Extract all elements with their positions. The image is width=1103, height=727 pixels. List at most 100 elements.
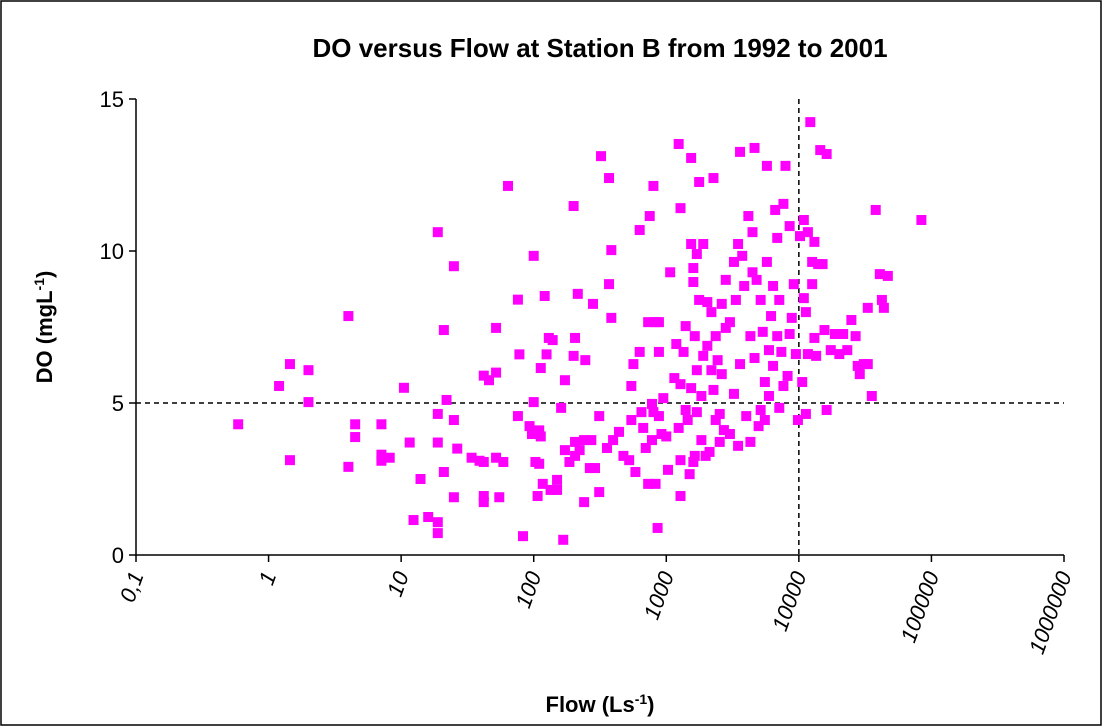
point <box>761 160 772 171</box>
point <box>809 236 820 247</box>
point <box>648 407 659 418</box>
point <box>274 380 285 391</box>
point <box>876 294 887 305</box>
point <box>596 151 607 162</box>
point <box>558 534 569 545</box>
point <box>586 435 597 446</box>
point <box>768 280 779 291</box>
point <box>766 311 777 322</box>
point <box>343 311 354 322</box>
y-axis-label-sup: -1 <box>31 278 47 291</box>
point <box>834 349 845 360</box>
point <box>682 415 693 426</box>
point <box>671 339 682 350</box>
point <box>680 404 691 415</box>
point <box>698 350 709 361</box>
point <box>408 515 419 526</box>
point <box>720 274 731 285</box>
point <box>376 455 387 466</box>
point <box>559 375 570 386</box>
point <box>484 375 495 386</box>
point <box>448 492 459 503</box>
point <box>694 294 705 305</box>
point <box>689 450 700 461</box>
point <box>747 227 758 238</box>
point <box>665 267 676 278</box>
point <box>691 407 702 418</box>
point <box>570 450 581 461</box>
point <box>638 422 649 433</box>
point <box>608 435 619 446</box>
point <box>874 269 885 280</box>
y-tick-label: 0 <box>112 543 124 568</box>
point <box>821 149 832 160</box>
point <box>708 384 719 395</box>
x-axis-label-sup: -1 <box>635 691 648 707</box>
point <box>678 346 689 357</box>
point <box>673 422 684 433</box>
point <box>570 332 581 343</box>
point <box>614 426 625 437</box>
point <box>541 349 552 360</box>
point <box>626 380 637 391</box>
point <box>714 408 725 419</box>
point <box>862 359 873 370</box>
point <box>878 302 889 313</box>
point <box>792 415 803 426</box>
point <box>478 491 489 502</box>
point <box>552 484 563 495</box>
point <box>658 393 669 404</box>
point <box>491 322 502 333</box>
point <box>423 512 434 522</box>
point <box>628 359 639 370</box>
point <box>850 331 861 342</box>
point <box>574 445 585 456</box>
point <box>691 249 702 260</box>
point <box>376 449 387 460</box>
point <box>728 256 739 267</box>
point <box>534 425 545 436</box>
point <box>604 279 615 290</box>
point <box>768 360 779 371</box>
point <box>512 294 523 305</box>
x-axis-label-tail: ) <box>647 692 654 717</box>
point <box>759 415 770 426</box>
point <box>852 360 863 371</box>
point <box>724 429 735 440</box>
point <box>512 411 523 422</box>
chart-title: DO versus Flow at Station B from 1992 to… <box>312 33 887 63</box>
point <box>788 279 799 290</box>
y-axis-label-text: DO (mgL <box>32 290 57 383</box>
point <box>733 239 744 250</box>
point <box>698 239 709 250</box>
point <box>794 231 805 242</box>
point <box>626 415 637 426</box>
point <box>866 391 877 402</box>
point <box>737 250 748 261</box>
point <box>784 221 795 232</box>
point <box>720 322 731 333</box>
point <box>735 359 746 370</box>
point <box>636 407 647 418</box>
point <box>376 419 387 430</box>
point <box>594 487 605 498</box>
point <box>537 478 548 489</box>
point <box>706 307 717 318</box>
point <box>528 397 539 408</box>
point <box>854 369 865 380</box>
x-axis-label-text: Flow (Ls <box>546 692 635 717</box>
point <box>786 312 797 323</box>
point <box>652 522 663 533</box>
point <box>772 232 783 243</box>
x-axis-label: Flow (Ls-1) <box>546 691 655 717</box>
point <box>646 398 657 409</box>
point <box>438 325 449 336</box>
point <box>514 349 525 360</box>
point <box>606 245 617 256</box>
point <box>438 467 449 478</box>
point <box>776 346 787 357</box>
point <box>624 455 635 466</box>
point <box>634 225 645 236</box>
point <box>590 463 601 474</box>
